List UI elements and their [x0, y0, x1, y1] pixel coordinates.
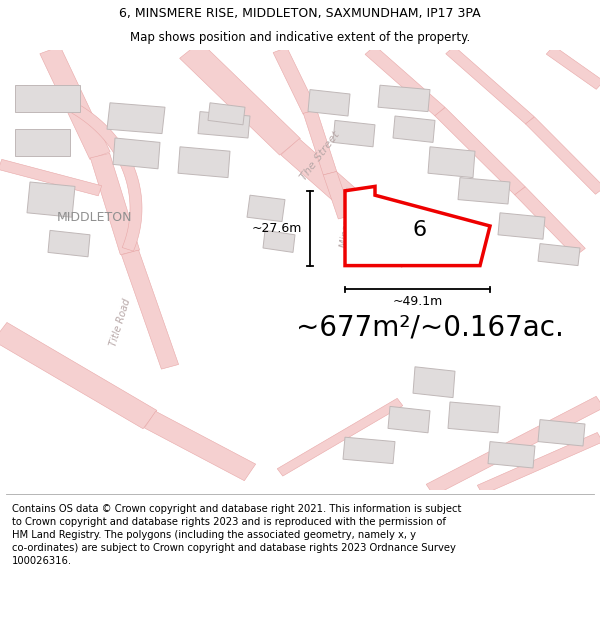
Polygon shape: [247, 195, 285, 222]
Polygon shape: [538, 244, 580, 266]
Polygon shape: [498, 213, 545, 239]
Polygon shape: [15, 129, 70, 156]
Polygon shape: [413, 367, 455, 398]
Text: 6: 6: [413, 221, 427, 241]
Polygon shape: [333, 121, 375, 147]
Polygon shape: [393, 116, 435, 142]
Polygon shape: [448, 402, 500, 432]
Polygon shape: [343, 438, 395, 464]
Text: ~27.6m: ~27.6m: [251, 222, 302, 235]
Polygon shape: [91, 153, 140, 255]
Text: 6, MINSMERE RISE, MIDDLETON, SAXMUNDHAM, IP17 3PA: 6, MINSMERE RISE, MIDDLETON, SAXMUNDHAM,…: [119, 8, 481, 21]
Polygon shape: [345, 186, 490, 266]
Polygon shape: [121, 250, 179, 369]
Polygon shape: [27, 182, 75, 218]
Polygon shape: [426, 396, 600, 496]
Text: The Street: The Street: [298, 129, 341, 182]
Polygon shape: [178, 147, 230, 178]
Polygon shape: [515, 187, 586, 256]
Text: Contains OS data © Crown copyright and database right 2021. This information is : Contains OS data © Crown copyright and d…: [12, 504, 461, 566]
Polygon shape: [273, 48, 317, 114]
Polygon shape: [538, 419, 585, 446]
Polygon shape: [388, 406, 430, 432]
Polygon shape: [546, 46, 600, 89]
Text: Minsmere Ri: Minsmere Ri: [339, 186, 357, 248]
Polygon shape: [323, 171, 352, 219]
Polygon shape: [15, 85, 80, 112]
Polygon shape: [488, 442, 535, 468]
Polygon shape: [308, 89, 350, 116]
Text: ~677m²/~0.167ac.: ~677m²/~0.167ac.: [296, 313, 564, 341]
Polygon shape: [303, 110, 337, 175]
Text: ~49.1m: ~49.1m: [392, 295, 443, 308]
Polygon shape: [145, 411, 256, 481]
Polygon shape: [40, 46, 110, 159]
Text: MIDDLETON: MIDDLETON: [57, 211, 133, 224]
Polygon shape: [48, 231, 90, 257]
Polygon shape: [458, 177, 510, 204]
Polygon shape: [378, 85, 430, 112]
Polygon shape: [107, 102, 165, 134]
Polygon shape: [365, 46, 445, 116]
Polygon shape: [23, 86, 142, 251]
Polygon shape: [277, 398, 403, 476]
Text: Map shows position and indicative extent of the property.: Map shows position and indicative extent…: [130, 31, 470, 44]
Polygon shape: [0, 159, 102, 196]
Polygon shape: [263, 231, 295, 253]
Polygon shape: [198, 112, 250, 138]
Polygon shape: [0, 322, 157, 429]
Polygon shape: [526, 117, 600, 194]
Polygon shape: [352, 202, 418, 268]
Polygon shape: [478, 432, 600, 495]
Polygon shape: [435, 107, 525, 195]
Polygon shape: [179, 42, 301, 155]
Polygon shape: [428, 147, 475, 178]
Text: Title Road: Title Road: [108, 298, 132, 348]
Polygon shape: [208, 102, 245, 125]
Polygon shape: [281, 139, 369, 216]
Polygon shape: [113, 138, 160, 169]
Polygon shape: [446, 46, 534, 124]
